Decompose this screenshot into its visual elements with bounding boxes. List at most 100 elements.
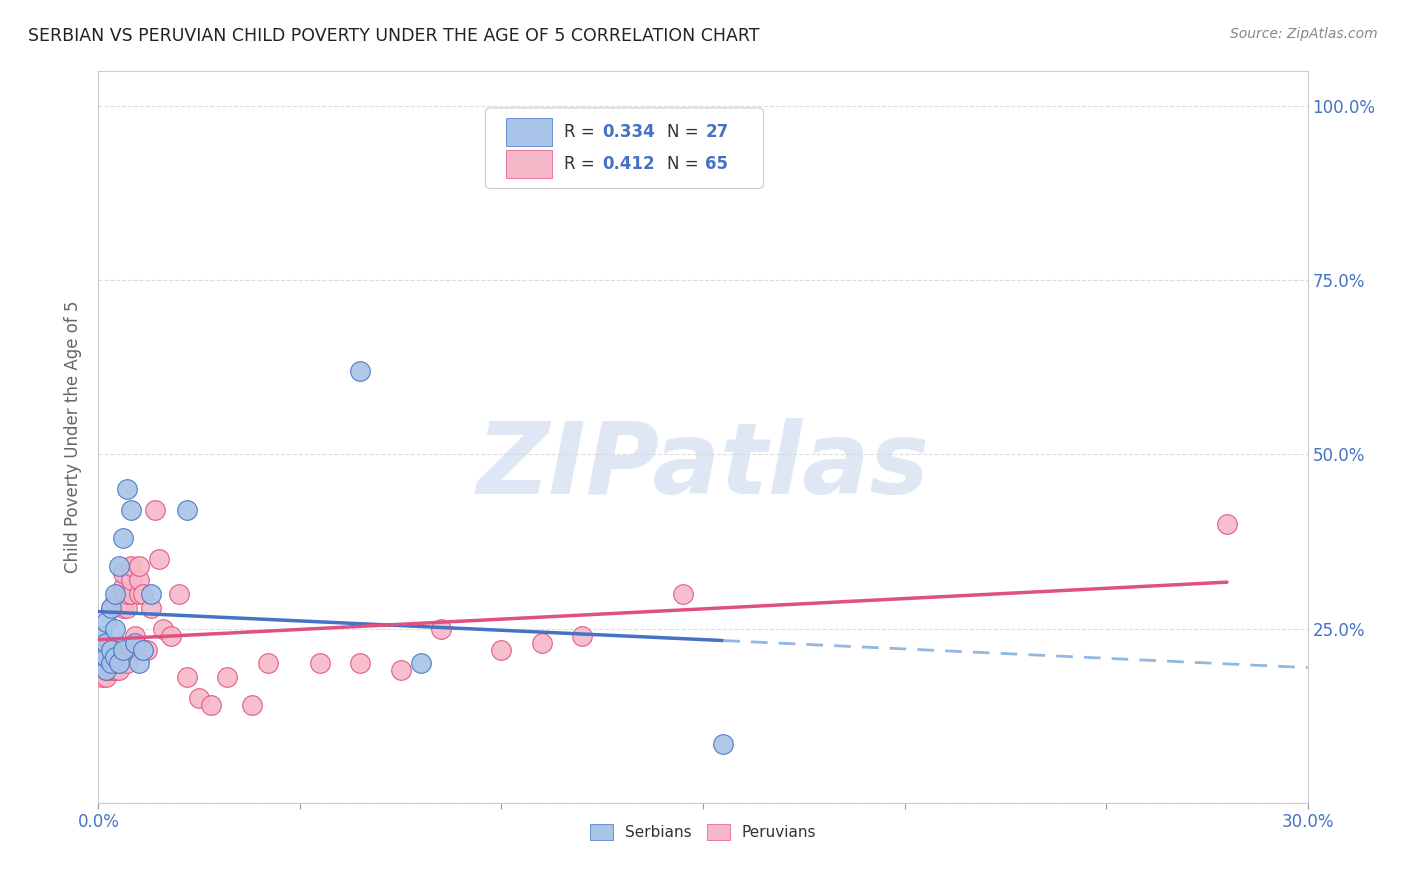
Point <box>132 642 155 657</box>
Point <box>115 600 138 615</box>
Point <box>571 629 593 643</box>
Point <box>430 622 453 636</box>
Point <box>91 649 114 664</box>
Point <box>100 600 122 615</box>
Point <box>115 657 138 671</box>
Text: R =: R = <box>564 155 600 173</box>
Point <box>103 622 125 636</box>
Point <box>96 657 118 671</box>
Point <box>96 657 118 671</box>
Point <box>100 657 122 671</box>
Point <box>96 635 118 649</box>
Point <box>389 664 412 678</box>
Point <box>100 657 122 671</box>
Point <box>96 649 118 664</box>
Point <box>111 531 134 545</box>
Point <box>309 657 332 671</box>
Point <box>111 594 134 608</box>
Point <box>139 587 162 601</box>
Point <box>100 600 122 615</box>
Point <box>107 657 129 671</box>
Point <box>132 587 155 601</box>
Point <box>167 587 190 601</box>
Point <box>711 737 734 751</box>
Point <box>176 503 198 517</box>
Point <box>349 657 371 671</box>
Point <box>128 573 150 587</box>
Point <box>91 670 114 684</box>
Point <box>409 657 432 671</box>
Point <box>96 635 118 649</box>
Point <box>107 558 129 573</box>
Text: N =: N = <box>666 155 703 173</box>
Point <box>135 642 157 657</box>
Point <box>103 642 125 657</box>
Point <box>91 642 114 657</box>
Point <box>111 580 134 594</box>
Point <box>91 657 114 671</box>
Point <box>256 657 278 671</box>
Point <box>128 587 150 601</box>
Point <box>530 635 553 649</box>
Text: Source: ZipAtlas.com: Source: ZipAtlas.com <box>1230 27 1378 41</box>
Point <box>107 587 129 601</box>
Text: R =: R = <box>564 123 600 141</box>
Text: 65: 65 <box>706 155 728 173</box>
Point <box>103 649 125 664</box>
Y-axis label: Child Poverty Under the Age of 5: Child Poverty Under the Age of 5 <box>65 301 83 574</box>
Point <box>176 670 198 684</box>
Point <box>111 600 134 615</box>
Point <box>124 642 146 657</box>
Point <box>107 649 129 664</box>
Point <box>96 664 118 678</box>
Point <box>217 670 239 684</box>
Point <box>103 664 125 678</box>
Point <box>103 594 125 608</box>
Point <box>128 558 150 573</box>
Point <box>349 364 371 378</box>
Point <box>491 642 513 657</box>
Point <box>96 615 118 629</box>
Point <box>152 622 174 636</box>
Point <box>240 698 263 713</box>
Point <box>96 664 118 678</box>
Point <box>120 573 142 587</box>
Point <box>124 629 146 643</box>
Point <box>1216 517 1239 532</box>
Point <box>160 629 183 643</box>
Point <box>100 657 122 671</box>
Point <box>672 587 695 601</box>
FancyBboxPatch shape <box>506 118 551 146</box>
Legend: Serbians, Peruvians: Serbians, Peruvians <box>583 818 823 847</box>
Text: 0.412: 0.412 <box>603 155 655 173</box>
Point <box>107 657 129 671</box>
Point <box>115 587 138 601</box>
Point <box>91 629 114 643</box>
Point <box>91 657 114 671</box>
Point <box>91 649 114 664</box>
Point <box>111 566 134 580</box>
Point <box>91 657 114 671</box>
Point <box>143 503 166 517</box>
Point <box>100 642 122 657</box>
Point <box>124 635 146 649</box>
Text: 27: 27 <box>706 123 728 141</box>
Point <box>128 657 150 671</box>
Point <box>103 649 125 664</box>
Point <box>120 558 142 573</box>
Point <box>91 664 114 678</box>
Point <box>107 664 129 678</box>
Text: SERBIAN VS PERUVIAN CHILD POVERTY UNDER THE AGE OF 5 CORRELATION CHART: SERBIAN VS PERUVIAN CHILD POVERTY UNDER … <box>28 27 759 45</box>
Text: 0.334: 0.334 <box>603 123 655 141</box>
Point <box>100 664 122 678</box>
Text: N =: N = <box>666 123 703 141</box>
Point <box>188 691 211 706</box>
Point <box>120 587 142 601</box>
Point <box>111 642 134 657</box>
Point <box>139 600 162 615</box>
Point <box>115 483 138 497</box>
Point <box>96 670 118 684</box>
Point <box>100 642 122 657</box>
FancyBboxPatch shape <box>485 108 763 188</box>
Point <box>96 649 118 664</box>
